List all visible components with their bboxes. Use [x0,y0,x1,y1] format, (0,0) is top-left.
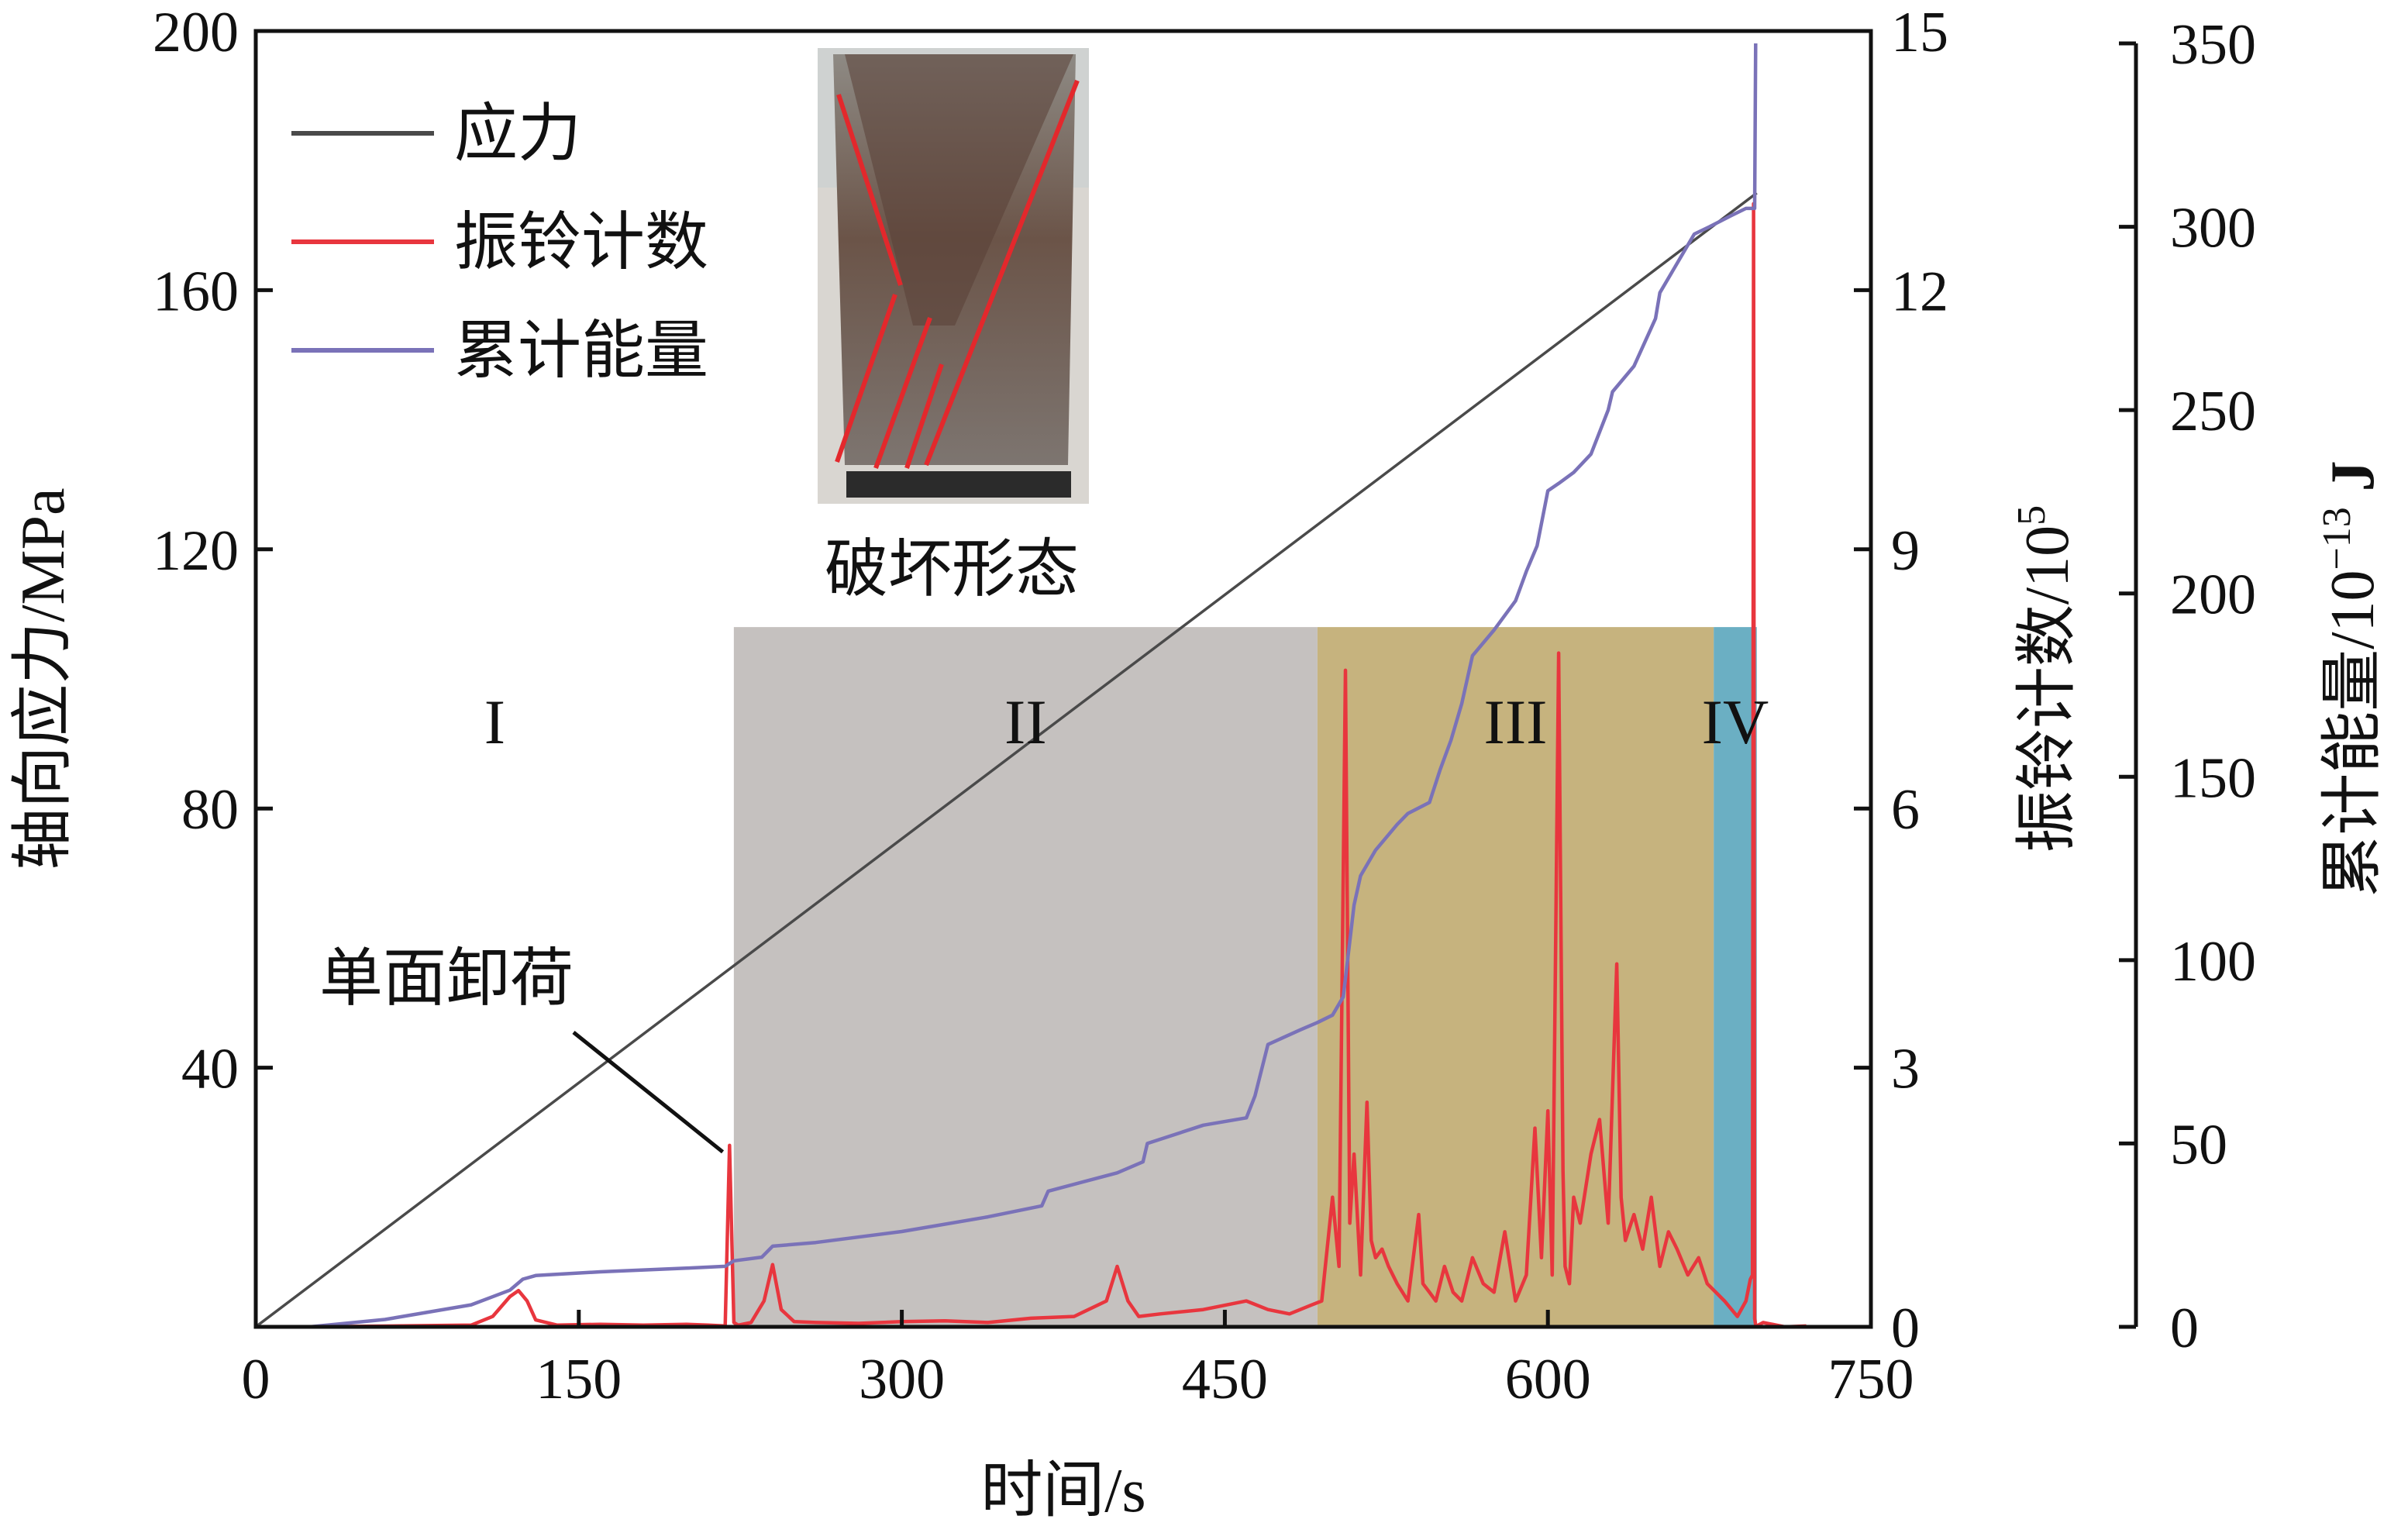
energy-tick-label: 100 [2170,930,2256,994]
energy-tick-label: 50 [2170,1113,2227,1176]
plot-frame [253,29,1873,1329]
crack-line [836,94,903,286]
x-tick-label: 300 [859,1348,945,1411]
x-axis-title: 时间/s [980,1457,1145,1525]
energy-axis-exponent: −13 [2315,507,2359,570]
ringdown-tick-label: 6 [1891,778,1920,842]
energy-tick-label: 300 [2170,197,2256,260]
series-ringdown-count-line [309,202,1807,1327]
stage-band-4 [1714,627,1757,1327]
legend-label-energy: 累计能量 [454,315,708,386]
energy-tick-label: 350 [2170,13,2256,77]
stage-labels: I II III IV [484,687,1769,757]
x-tick-label: 0 [242,1348,270,1411]
ringdown-axis-exponent: 5 [2010,505,2054,525]
energy-tick-label: 150 [2170,746,2256,810]
stage-bands [733,627,1757,1327]
ringdown-axis-label: 振铃计数/10 [2014,525,2082,853]
series-cumulative-energy-line [309,43,1758,1327]
stage-label-2: II [1004,687,1047,757]
loading-plate [846,471,1071,498]
stress-tick-label: 200 [153,1,239,64]
stress-tick-label: 80 [181,778,239,842]
energy-axis-label: 累计能量/10 [2319,570,2387,897]
ringdown-tick-label: 15 [1891,1,1948,64]
crack-lines [835,79,1080,470]
ringdown-tick-label: 0 [1891,1297,1920,1360]
legend: 应力 振铃计数 累计能量 [291,98,708,386]
crack-line [904,363,944,469]
crack-line [835,294,897,463]
x-tick-label: 600 [1505,1348,1591,1411]
x-tick-label: 750 [1828,1348,1914,1411]
failure-mode-photo: 破坏形态 [818,48,1089,605]
legend-label-stress: 应力 [454,98,581,169]
stress-tick-label: 160 [153,260,239,323]
inset-caption: 破坏形态 [825,534,1079,605]
x-tick-label: 150 [536,1348,622,1411]
ringdown-tick-label: 12 [1891,260,1948,323]
crack-line [873,316,932,470]
x-tick-label: 450 [1182,1348,1268,1411]
axis-ticks: 0 150 300 450 600 750408012016020003691215050… [153,1,2256,1411]
ringdown-tick-label: 9 [1891,519,1920,583]
stage-label-3: III [1484,687,1548,757]
series-stress-line [256,191,1758,1327]
annotation-unloading: 单面卸荷 [319,943,725,1154]
stress-tick-label: 120 [153,519,239,583]
ringdown-tick-label: 3 [1891,1038,1920,1101]
stress-tick-label: 40 [181,1038,239,1101]
energy-tick-label: 0 [2170,1297,2199,1360]
y-axis-title-energy: 累计能量/10−13 J [2315,460,2387,897]
y-axis-title-ringdown: 振铃计数/105 [2010,505,2082,853]
annotation-label: 单面卸荷 [319,943,574,1014]
energy-tick-label: 200 [2170,563,2256,627]
stage-label-1: I [484,687,505,757]
energy-axis-unit: J [2319,460,2387,507]
energy-tick-label: 250 [2170,380,2256,443]
y-axis-title-stress: 轴向应力/MPa [9,487,78,870]
legend-label-ringdown: 振铃计数 [454,207,708,277]
specimen-cone [845,54,1073,326]
series-lines [256,43,1807,1327]
annotation-leader-line [572,1031,725,1154]
crack-line [924,79,1080,467]
stage-label-4: IV [1702,687,1769,757]
